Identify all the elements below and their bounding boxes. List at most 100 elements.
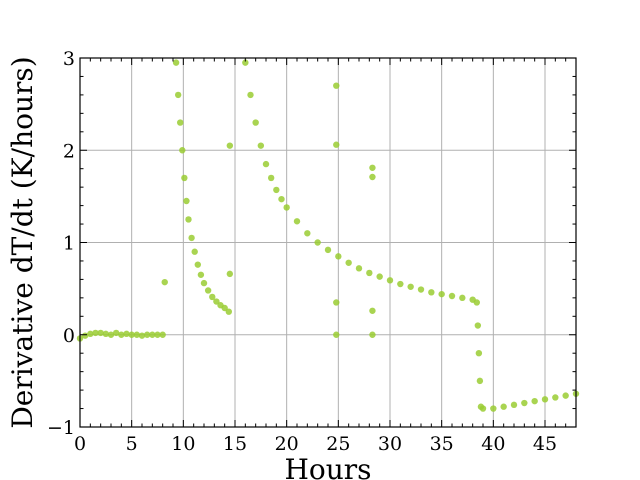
- data-point: [459, 294, 466, 302]
- data-point: [369, 331, 376, 338]
- data-point: [500, 403, 507, 410]
- data-points: [76, 59, 580, 412]
- data-point: [562, 392, 569, 399]
- data-point: [369, 164, 376, 171]
- x-axis-title: Hours: [284, 453, 371, 480]
- data-point: [242, 59, 249, 66]
- y-tick-label: 0: [63, 325, 75, 347]
- data-point: [209, 293, 216, 301]
- data-point: [407, 283, 414, 290]
- x-tick-label: 20: [275, 433, 299, 455]
- y-tick-labels: −1 0 1 2 3: [47, 48, 75, 439]
- x-tick-label: 0: [74, 433, 86, 455]
- data-point: [252, 119, 259, 126]
- data-point: [333, 141, 340, 148]
- y-tick-label: 1: [63, 233, 75, 255]
- y-tick-label: −1: [47, 417, 75, 439]
- data-point: [479, 405, 487, 412]
- data-point: [397, 280, 404, 288]
- data-point: [183, 197, 190, 205]
- data-point: [438, 290, 445, 298]
- data-point: [200, 279, 208, 287]
- data-point: [143, 331, 151, 338]
- data-point: [81, 332, 89, 339]
- data-point: [448, 292, 456, 300]
- data-point: [107, 331, 115, 338]
- data-point: [541, 396, 549, 403]
- data-point: [345, 259, 352, 266]
- data-point: [149, 331, 156, 338]
- data-point: [293, 218, 301, 225]
- data-point: [118, 331, 125, 338]
- data-point: [174, 91, 182, 99]
- x-tick-label: 45: [533, 433, 557, 455]
- data-point: [181, 174, 188, 182]
- data-point: [225, 308, 232, 315]
- data-point: [172, 59, 180, 66]
- x-tick-label: 15: [223, 433, 247, 455]
- data-point: [386, 277, 394, 284]
- data-point: [283, 204, 290, 211]
- data-point: [552, 394, 559, 401]
- data-point: [154, 331, 161, 338]
- data-point: [369, 307, 376, 314]
- data-point: [278, 195, 285, 203]
- data-point: [335, 253, 342, 260]
- y-axis-title: Derivative dT/dt (K/hours): [6, 56, 39, 428]
- data-point: [87, 330, 94, 338]
- data-point: [188, 234, 195, 242]
- data-point: [194, 261, 201, 268]
- data-point: [473, 299, 480, 306]
- data-point: [490, 405, 497, 412]
- x-tick-label: 40: [481, 433, 505, 455]
- x-tick-label: 35: [430, 433, 454, 455]
- data-point: [102, 330, 110, 338]
- data-point: [123, 330, 130, 338]
- data-point: [247, 91, 254, 99]
- data-point: [273, 186, 280, 194]
- data-point: [474, 322, 482, 329]
- data-point: [257, 142, 265, 149]
- data-point: [417, 286, 425, 293]
- data-point: [366, 269, 373, 277]
- data-point: [226, 142, 234, 149]
- data-point: [161, 278, 168, 286]
- x-tick-label: 5: [126, 433, 138, 455]
- data-point: [304, 230, 311, 237]
- data-point: [355, 265, 363, 272]
- axis-ticks: [79, 57, 577, 428]
- data-point: [138, 332, 146, 339]
- data-point: [226, 270, 234, 278]
- data-point: [476, 377, 484, 385]
- grid-lines: [79, 57, 576, 428]
- x-tick-label: 10: [171, 433, 195, 455]
- x-tick-labels: 0 5 10 15 20 25 30 35 40 45: [74, 433, 557, 455]
- data-point: [475, 350, 483, 357]
- data-point: [177, 119, 184, 126]
- data-point: [521, 399, 528, 407]
- x-tick-label: 25: [326, 433, 350, 455]
- data-point: [376, 273, 383, 280]
- data-point: [191, 248, 198, 255]
- data-point: [179, 147, 186, 154]
- data-point: [369, 173, 376, 181]
- y-tick-label: 2: [63, 140, 75, 162]
- data-point: [531, 397, 538, 405]
- data-point: [267, 174, 275, 182]
- data-point: [204, 287, 212, 294]
- data-point: [324, 246, 332, 254]
- data-point: [510, 401, 518, 409]
- data-point: [213, 298, 220, 305]
- data-point: [333, 331, 340, 338]
- data-point: [333, 82, 340, 89]
- y-tick-label: 3: [63, 48, 75, 70]
- data-point: [314, 239, 321, 246]
- data-point: [128, 331, 135, 338]
- data-point: [428, 289, 435, 296]
- data-point: [133, 331, 141, 338]
- data-point: [197, 271, 205, 278]
- data-point: [262, 160, 270, 168]
- data-point: [159, 331, 166, 338]
- data-point: [221, 304, 228, 312]
